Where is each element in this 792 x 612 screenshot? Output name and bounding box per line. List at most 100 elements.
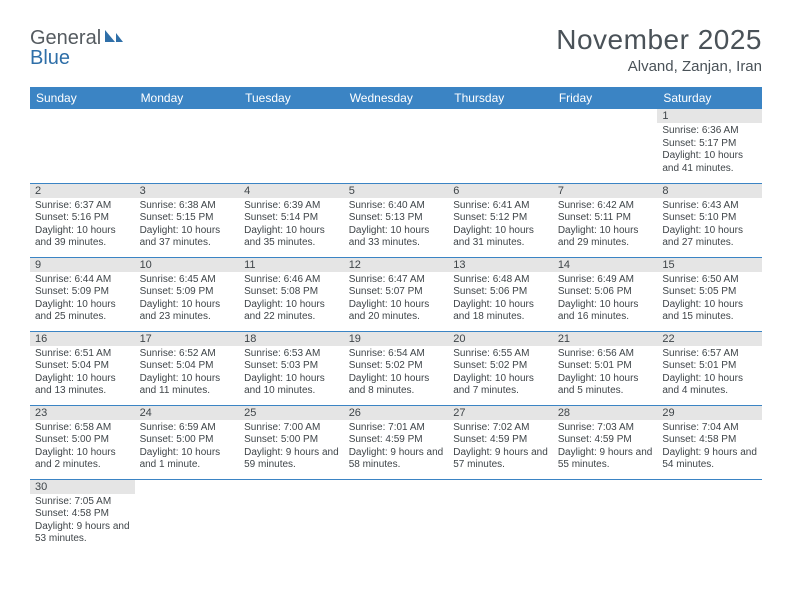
sunrise-text: Sunrise: 6:47 AM [349, 274, 444, 287]
sunset-text: Sunset: 5:16 PM [35, 212, 130, 225]
sunset-text: Sunset: 5:00 PM [140, 434, 235, 447]
daylight-text: Daylight: 10 hours and 10 minutes. [244, 373, 339, 398]
sunset-text: Sunset: 5:00 PM [35, 434, 130, 447]
day-number: 24 [135, 406, 240, 420]
title-block: November 2025 Alvand, Zanjan, Iran [556, 24, 762, 75]
sunset-text: Sunset: 5:02 PM [349, 360, 444, 373]
day-content: Sunrise: 6:56 AMSunset: 5:01 PMDaylight:… [553, 346, 658, 402]
sunrise-text: Sunrise: 6:48 AM [453, 274, 548, 287]
day-number: 21 [553, 332, 658, 346]
calendar-cell: 23Sunrise: 6:58 AMSunset: 5:00 PMDayligh… [30, 405, 135, 479]
day-number: 26 [344, 406, 449, 420]
day-number: 5 [344, 184, 449, 198]
day-content: Sunrise: 6:36 AMSunset: 5:17 PMDaylight:… [657, 123, 762, 179]
daylight-text: Daylight: 10 hours and 33 minutes. [349, 225, 444, 250]
sunrise-text: Sunrise: 6:46 AM [244, 274, 339, 287]
calendar-cell: 9Sunrise: 6:44 AMSunset: 5:09 PMDaylight… [30, 257, 135, 331]
daylight-text: Daylight: 10 hours and 20 minutes. [349, 299, 444, 324]
calendar-cell: 13Sunrise: 6:48 AMSunset: 5:06 PMDayligh… [448, 257, 553, 331]
day-content: Sunrise: 6:38 AMSunset: 5:15 PMDaylight:… [135, 198, 240, 254]
daylight-text: Daylight: 10 hours and 15 minutes. [662, 299, 757, 324]
day-number: 12 [344, 258, 449, 272]
calendar-cell [448, 109, 553, 183]
day-content: Sunrise: 6:49 AMSunset: 5:06 PMDaylight:… [553, 272, 658, 328]
daylight-text: Daylight: 10 hours and 18 minutes. [453, 299, 548, 324]
daylight-text: Daylight: 9 hours and 55 minutes. [558, 447, 653, 472]
day-content: Sunrise: 6:58 AMSunset: 5:00 PMDaylight:… [30, 420, 135, 476]
calendar-cell [553, 479, 658, 553]
calendar-cell: 19Sunrise: 6:54 AMSunset: 5:02 PMDayligh… [344, 331, 449, 405]
sunset-text: Sunset: 4:58 PM [35, 508, 130, 521]
calendar-cell: 29Sunrise: 7:04 AMSunset: 4:58 PMDayligh… [657, 405, 762, 479]
day-number: 18 [239, 332, 344, 346]
calendar-cell: 4Sunrise: 6:39 AMSunset: 5:14 PMDaylight… [239, 183, 344, 257]
sunset-text: Sunset: 4:59 PM [349, 434, 444, 447]
sunrise-text: Sunrise: 7:05 AM [35, 496, 130, 509]
day-number: 30 [30, 480, 135, 494]
weekday-header: Wednesday [344, 87, 449, 109]
sunrise-text: Sunrise: 6:51 AM [35, 348, 130, 361]
sunset-text: Sunset: 5:06 PM [453, 286, 548, 299]
day-content: Sunrise: 6:41 AMSunset: 5:12 PMDaylight:… [448, 198, 553, 254]
calendar-cell [657, 479, 762, 553]
weekday-header: Sunday [30, 87, 135, 109]
weekday-header: Friday [553, 87, 658, 109]
calendar-cell [135, 109, 240, 183]
sunrise-text: Sunrise: 6:53 AM [244, 348, 339, 361]
day-content: Sunrise: 7:01 AMSunset: 4:59 PMDaylight:… [344, 420, 449, 476]
sunset-text: Sunset: 5:13 PM [349, 212, 444, 225]
day-number: 2 [30, 184, 135, 198]
calendar-cell: 30 Sunrise: 7:05 AMSunset: 4:58 PMDayligh… [30, 479, 135, 553]
daylight-text: Daylight: 10 hours and 8 minutes. [349, 373, 444, 398]
calendar-cell: 6Sunrise: 6:41 AMSunset: 5:12 PMDaylight… [448, 183, 553, 257]
sunrise-text: Sunrise: 7:00 AM [244, 422, 339, 435]
weekday-header: Monday [135, 87, 240, 109]
sunset-text: Sunset: 5:12 PM [453, 212, 548, 225]
sunrise-text: Sunrise: 6:58 AM [35, 422, 130, 435]
day-number: 25 [239, 406, 344, 420]
brand-text: GeneralBlue [30, 28, 125, 68]
sunset-text: Sunset: 5:01 PM [558, 360, 653, 373]
day-number: 23 [30, 406, 135, 420]
calendar-cell: 16Sunrise: 6:51 AMSunset: 5:04 PMDayligh… [30, 331, 135, 405]
calendar-cell [553, 109, 658, 183]
header: GeneralBlue November 2025 Alvand, Zanjan… [30, 24, 762, 75]
sunset-text: Sunset: 5:02 PM [453, 360, 548, 373]
calendar-cell: 17Sunrise: 6:52 AMSunset: 5:04 PMDayligh… [135, 331, 240, 405]
day-number: 6 [448, 184, 553, 198]
day-content: Sunrise: 6:59 AMSunset: 5:00 PMDaylight:… [135, 420, 240, 476]
sunrise-text: Sunrise: 6:52 AM [140, 348, 235, 361]
calendar-week-row: 2 Sunrise: 6:37 AMSunset: 5:16 PM Daylight… [30, 183, 762, 257]
day-number: 17 [135, 332, 240, 346]
weekday-header: Tuesday [239, 87, 344, 109]
calendar-cell: 2Sunrise: 6:37 AMSunset: 5:16 PMDaylight… [30, 183, 135, 257]
sunrise-text: Sunrise: 6:43 AM [662, 200, 757, 213]
day-content: Sunrise: 7:00 AMSunset: 5:00 PMDaylight:… [239, 420, 344, 476]
sail-icon [103, 28, 125, 48]
sunrise-text: Sunrise: 6:50 AM [662, 274, 757, 287]
calendar-cell [448, 479, 553, 553]
day-content: Sunrise: 6:42 AMSunset: 5:11 PMDaylight:… [553, 198, 658, 254]
day-content: Sunrise: 6:45 AMSunset: 5:09 PMDaylight:… [135, 272, 240, 328]
day-content: Sunrise: 6:39 AMSunset: 5:14 PMDaylight:… [239, 198, 344, 254]
day-number: 22 [657, 332, 762, 346]
calendar-cell: 25Sunrise: 7:00 AMSunset: 5:00 PMDayligh… [239, 405, 344, 479]
day-content: Sunrise: 6:52 AMSunset: 5:04 PMDaylight:… [135, 346, 240, 402]
day-number: 4 [239, 184, 344, 198]
daylight-text: Daylight: 9 hours and 53 minutes. [35, 521, 130, 546]
day-number: 27 [448, 406, 553, 420]
brand-logo: GeneralBlue [30, 28, 125, 68]
sunrise-text: Sunrise: 6:37 AM [35, 200, 130, 213]
calendar-cell: 1Sunrise: 6:36 AMSunset: 5:17 PMDaylight… [657, 109, 762, 183]
sunrise-text: Sunrise: 6:38 AM [140, 200, 235, 213]
day-number: 11 [239, 258, 344, 272]
calendar-week-row: 9Sunrise: 6:44 AMSunset: 5:09 PMDaylight… [30, 257, 762, 331]
daylight-text: Daylight: 10 hours and 1 minute. [140, 447, 235, 472]
daylight-text: Daylight: 10 hours and 11 minutes. [140, 373, 235, 398]
sunrise-text: Sunrise: 6:59 AM [140, 422, 235, 435]
sunset-text: Sunset: 5:10 PM [662, 212, 757, 225]
sunrise-text: Sunrise: 6:41 AM [453, 200, 548, 213]
daylight-text: Daylight: 10 hours and 35 minutes. [244, 225, 339, 250]
day-number: 1 [657, 109, 762, 123]
day-content: Sunrise: 6:57 AMSunset: 5:01 PMDaylight:… [657, 346, 762, 402]
